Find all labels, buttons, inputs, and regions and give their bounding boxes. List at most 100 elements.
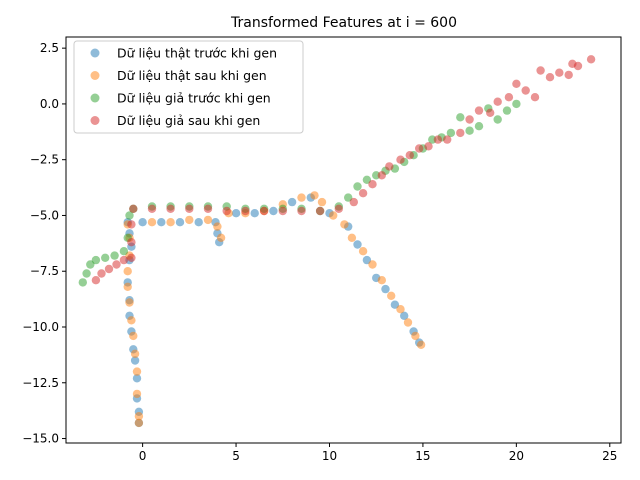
data-point [123, 267, 132, 276]
data-point [82, 269, 91, 278]
data-point [310, 191, 319, 200]
data-point [110, 251, 119, 260]
data-point [433, 135, 443, 144]
data-point [134, 418, 144, 428]
data-point [530, 93, 540, 102]
data-point [368, 180, 377, 189]
data-point [381, 284, 390, 294]
data-point [387, 291, 396, 300]
x-tick-label: 15 [415, 449, 430, 463]
y-tick-label: −7.5 [30, 264, 59, 278]
data-point [315, 206, 325, 216]
data-point [396, 155, 405, 164]
legend-marker [90, 93, 100, 103]
points-layer [78, 55, 596, 428]
data-point [123, 282, 132, 291]
data-point [334, 204, 343, 213]
data-point [586, 55, 596, 64]
data-point [443, 135, 452, 144]
legend-label: Dữ liệu thật sau khi gen [117, 68, 267, 83]
data-point [545, 73, 555, 82]
data-point [112, 260, 121, 269]
y-tick-label: −12.5 [22, 376, 59, 390]
data-point [564, 70, 573, 80]
data-point [129, 204, 138, 213]
y-tick-label: −15.0 [22, 432, 59, 446]
data-point [353, 182, 362, 191]
legend-marker [90, 48, 100, 58]
data-point [411, 331, 420, 341]
data-point [474, 106, 484, 115]
data-point [104, 264, 114, 274]
data-point [297, 206, 306, 216]
series-2-points [123, 191, 426, 428]
data-point [353, 240, 362, 249]
data-point [127, 316, 136, 325]
data-point [502, 106, 512, 115]
data-point [147, 204, 157, 213]
legend-label: Dữ liệu giả sau khi gen [117, 113, 260, 128]
x-tick-label: 5 [232, 449, 240, 463]
data-point [446, 128, 456, 138]
data-point [147, 218, 157, 227]
data-point [231, 209, 241, 218]
data-point [175, 218, 185, 227]
data-point [91, 255, 101, 265]
data-point [91, 276, 101, 285]
data-point [119, 247, 129, 256]
y-tick-label: −2.5 [30, 153, 59, 167]
data-point [297, 193, 306, 202]
data-point [347, 233, 357, 242]
data-point [78, 278, 88, 287]
data-point [521, 86, 530, 95]
data-point [127, 253, 136, 262]
data-point [456, 128, 465, 138]
data-point [216, 233, 226, 242]
data-point [403, 318, 413, 327]
plot-frame [65, 36, 622, 444]
data-point [465, 115, 474, 124]
data-point [329, 211, 338, 220]
data-point [185, 215, 194, 225]
data-point [368, 260, 377, 269]
data-point [138, 218, 147, 227]
data-point [125, 298, 134, 307]
data-point [130, 349, 140, 358]
data-point [127, 220, 136, 229]
data-point [278, 206, 287, 216]
data-point [166, 204, 175, 213]
legend: Dữ liệu thật trước khi gen Dữ liệu thật s… [73, 40, 304, 134]
y-tick-label: −5.0 [30, 208, 59, 222]
data-point [203, 204, 213, 213]
legend-marker [90, 116, 100, 125]
data-point [385, 162, 394, 171]
y-tick-label: 0.0 [40, 97, 59, 111]
data-point [132, 389, 142, 399]
data-point [358, 189, 368, 198]
data-point [512, 79, 521, 89]
data-point [132, 367, 142, 376]
data-point [465, 126, 474, 135]
y-tick-label: −10.0 [22, 320, 59, 334]
data-point [129, 331, 138, 341]
data-point [130, 356, 140, 365]
data-point [250, 209, 259, 218]
y-tick-label: 2.5 [40, 41, 59, 55]
data-point [400, 311, 409, 320]
data-point [241, 206, 250, 216]
series-4-points [91, 55, 596, 285]
x-tick-label: 25 [602, 449, 617, 463]
legend-marker [90, 71, 100, 80]
data-point [132, 374, 142, 383]
data-point [415, 144, 424, 153]
legend-label: Dữ liệu thật trước khi gen [117, 46, 277, 61]
data-point [536, 66, 545, 75]
data-point [101, 253, 110, 262]
data-point [573, 61, 583, 71]
data-point [157, 218, 166, 227]
x-tick-label: 0 [139, 449, 147, 463]
data-point [119, 255, 129, 265]
data-point [396, 305, 405, 314]
data-point [358, 247, 368, 256]
